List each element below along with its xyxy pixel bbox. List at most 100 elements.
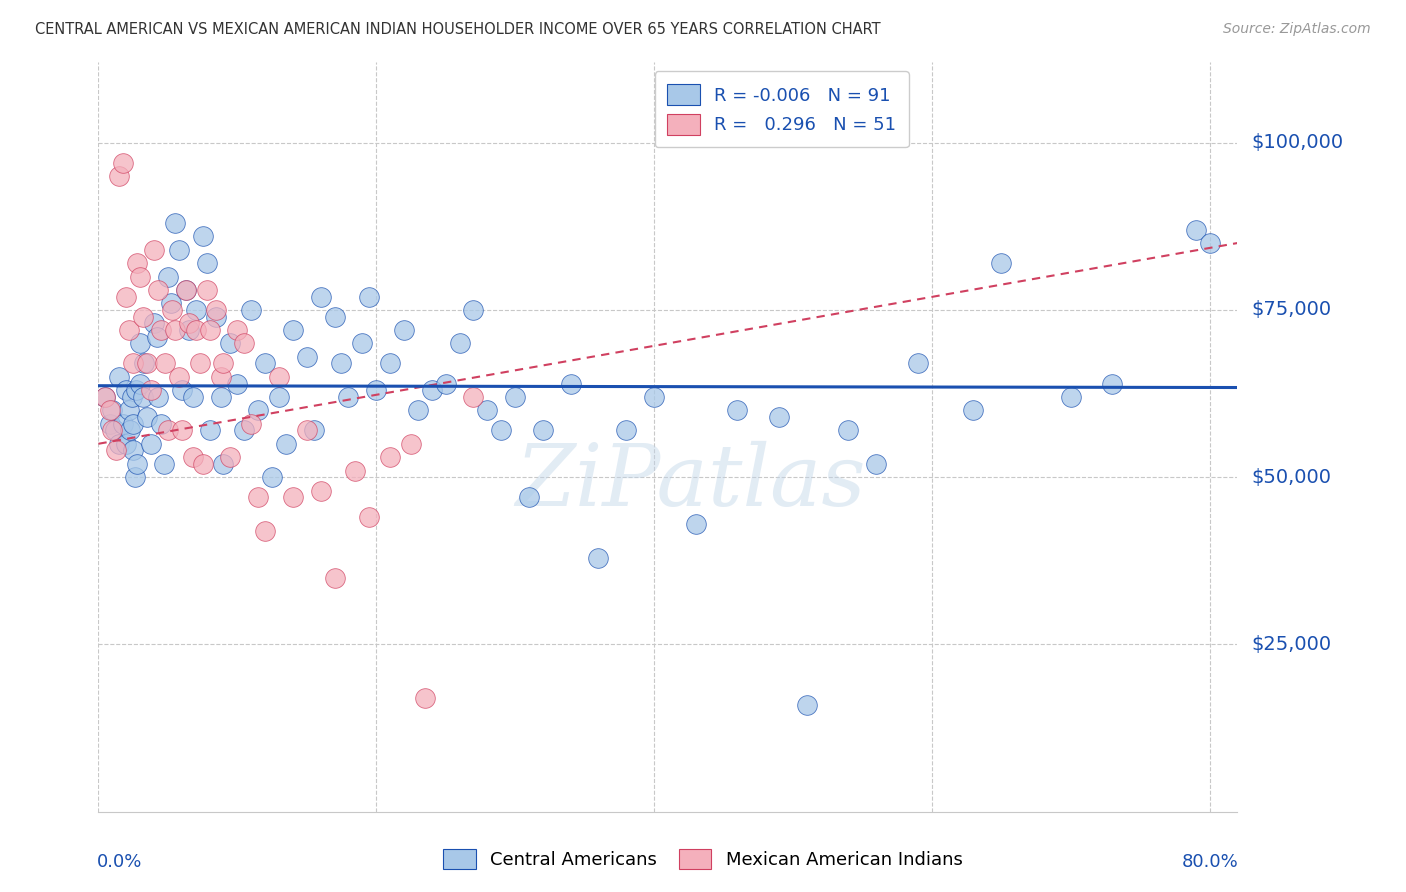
- Point: [121, 390, 143, 404]
- Point: [112, 155, 135, 169]
- Point: [198, 423, 221, 437]
- Point: [149, 417, 172, 431]
- Text: 0.0%: 0.0%: [97, 853, 142, 871]
- Text: $75,000: $75,000: [1251, 301, 1331, 319]
- Point: [366, 384, 388, 398]
- Point: [146, 390, 169, 404]
- Point: [205, 302, 228, 317]
- Point: [399, 436, 422, 450]
- Point: [108, 169, 131, 183]
- Point: [212, 457, 235, 471]
- Point: [413, 690, 436, 705]
- Point: [153, 356, 176, 371]
- Point: [489, 423, 512, 437]
- Point: [98, 417, 121, 431]
- Point: [170, 384, 193, 398]
- Point: [105, 443, 128, 458]
- Point: [254, 524, 277, 538]
- Point: [94, 390, 117, 404]
- Point: [323, 571, 346, 585]
- Point: [226, 376, 249, 391]
- Point: [129, 336, 152, 351]
- Point: [725, 403, 748, 417]
- Point: [378, 356, 401, 371]
- Point: [191, 457, 214, 471]
- Point: [167, 369, 190, 384]
- Point: [163, 216, 186, 230]
- Point: [184, 323, 207, 337]
- Point: [1184, 222, 1206, 236]
- Text: ZiPatlas: ZiPatlas: [516, 441, 866, 524]
- Point: [132, 390, 155, 404]
- Point: [129, 376, 152, 391]
- Point: [907, 356, 929, 371]
- Point: [281, 490, 304, 504]
- Point: [143, 316, 166, 330]
- Point: [962, 403, 984, 417]
- Text: Source: ZipAtlas.com: Source: ZipAtlas.com: [1223, 22, 1371, 37]
- Point: [281, 323, 304, 337]
- Point: [136, 409, 159, 424]
- Point: [94, 390, 117, 404]
- Point: [115, 384, 138, 398]
- Point: [517, 490, 540, 504]
- Point: [359, 510, 381, 524]
- Point: [247, 403, 270, 417]
- Point: [254, 356, 277, 371]
- Point: [588, 550, 610, 565]
- Text: 80.0%: 80.0%: [1181, 853, 1239, 871]
- Point: [226, 323, 249, 337]
- Point: [101, 403, 124, 417]
- Point: [990, 256, 1012, 270]
- Point: [104, 423, 127, 437]
- Point: [167, 243, 190, 257]
- Point: [112, 417, 135, 431]
- Point: [560, 376, 582, 391]
- Point: [134, 356, 156, 371]
- Point: [184, 302, 207, 317]
- Point: [233, 423, 256, 437]
- Point: [392, 323, 415, 337]
- Point: [614, 423, 637, 437]
- Point: [115, 289, 138, 303]
- Point: [156, 423, 179, 437]
- Point: [191, 229, 214, 244]
- Point: [309, 483, 332, 498]
- Point: [295, 423, 318, 437]
- Point: [160, 302, 183, 317]
- Point: [195, 283, 218, 297]
- Point: [122, 443, 145, 458]
- Point: [1059, 390, 1081, 404]
- Point: [156, 269, 179, 284]
- Point: [146, 283, 169, 297]
- Point: [152, 457, 174, 471]
- Point: [118, 403, 141, 417]
- Point: [406, 403, 429, 417]
- Point: [129, 269, 152, 284]
- Point: [503, 390, 526, 404]
- Text: CENTRAL AMERICAN VS MEXICAN AMERICAN INDIAN HOUSEHOLDER INCOME OVER 65 YEARS COR: CENTRAL AMERICAN VS MEXICAN AMERICAN IND…: [35, 22, 880, 37]
- Point: [212, 356, 235, 371]
- Point: [122, 417, 145, 431]
- Point: [108, 369, 131, 384]
- Point: [181, 450, 204, 464]
- Point: [143, 243, 166, 257]
- Point: [274, 436, 297, 450]
- Point: [233, 336, 256, 351]
- Point: [260, 470, 283, 484]
- Point: [463, 390, 485, 404]
- Point: [141, 384, 163, 398]
- Point: [127, 457, 149, 471]
- Point: [685, 516, 707, 531]
- Point: [118, 323, 141, 337]
- Point: [101, 423, 124, 437]
- Point: [643, 390, 665, 404]
- Point: [177, 323, 200, 337]
- Point: [181, 390, 204, 404]
- Point: [170, 423, 193, 437]
- Point: [163, 323, 186, 337]
- Point: [463, 302, 485, 317]
- Point: [477, 403, 499, 417]
- Point: [209, 369, 232, 384]
- Point: [198, 323, 221, 337]
